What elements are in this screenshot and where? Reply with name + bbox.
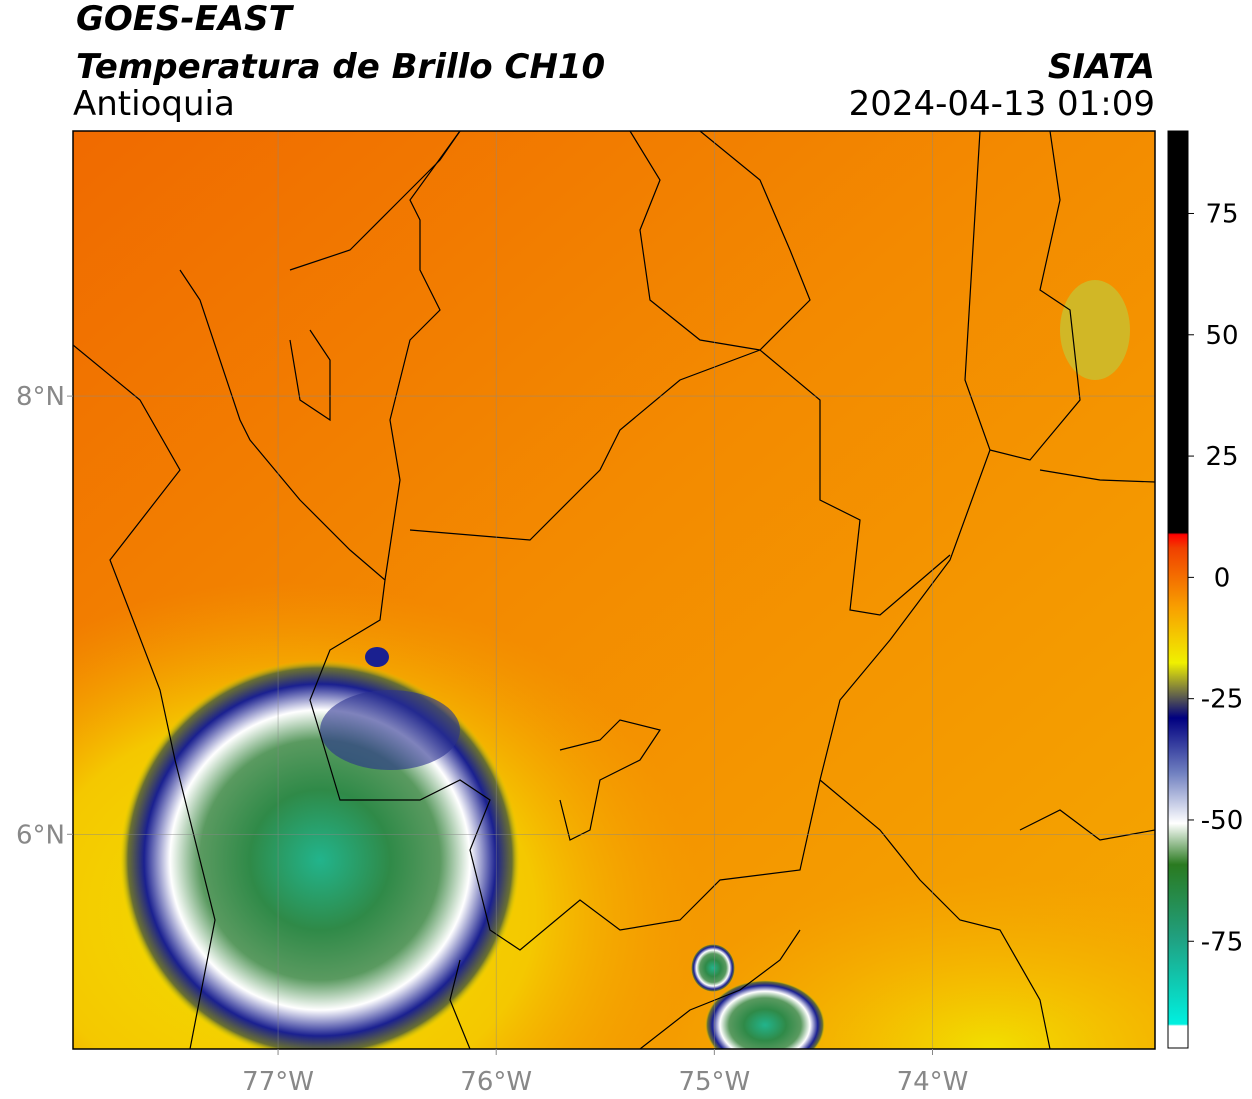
region: Antioquia [73,84,235,124]
border [449,959,471,1049]
source: SIATA [1048,47,1155,87]
map-frame [72,130,1156,1050]
border [289,329,331,422]
border [384,131,461,581]
colorbar-tick-label: 0 [1214,563,1231,593]
border [989,131,1081,461]
border [559,719,661,841]
convective-storm [705,980,825,1049]
colorbar-tick-label: 75 [1205,199,1238,229]
border [179,131,991,951]
colorbar-tick-label: 25 [1205,442,1238,472]
convective-storm [120,660,520,1049]
x-tick-label: 74°W [897,1067,969,1097]
colorbar [1167,130,1189,1049]
border [819,779,1051,1049]
border [629,131,761,351]
datetime: 2024-04-13 01:09 [849,84,1155,124]
title: GOES-EAST [76,0,295,39]
colorbar-tick-label: 50 [1205,321,1238,351]
border [289,131,461,271]
storm-edge [320,690,460,770]
grid [73,131,1155,1049]
colorbar-tick-label: -75 [1201,927,1243,957]
border [1039,469,1155,483]
warm-cloud-area [500,700,1155,1049]
border [639,929,801,1049]
border [699,131,811,351]
border [73,344,216,1049]
map-image [73,131,1155,1049]
convective-storm [691,944,735,992]
y-tick-label: 6°N [16,820,65,850]
y-tick-label: 8°N [16,382,65,412]
x-tick-label: 76°W [460,1067,532,1097]
colorbar-tick-label: -50 [1201,806,1243,836]
cloud-cell [1060,280,1130,380]
x-tick-label: 77°W [242,1067,314,1097]
cloud-cell [365,647,389,667]
subtitle: Temperatura de Brillo CH10 [76,47,605,87]
border [1019,809,1155,841]
x-tick-label: 75°W [678,1067,750,1097]
border [409,349,951,616]
colorbar-tick-label: -25 [1201,685,1243,715]
